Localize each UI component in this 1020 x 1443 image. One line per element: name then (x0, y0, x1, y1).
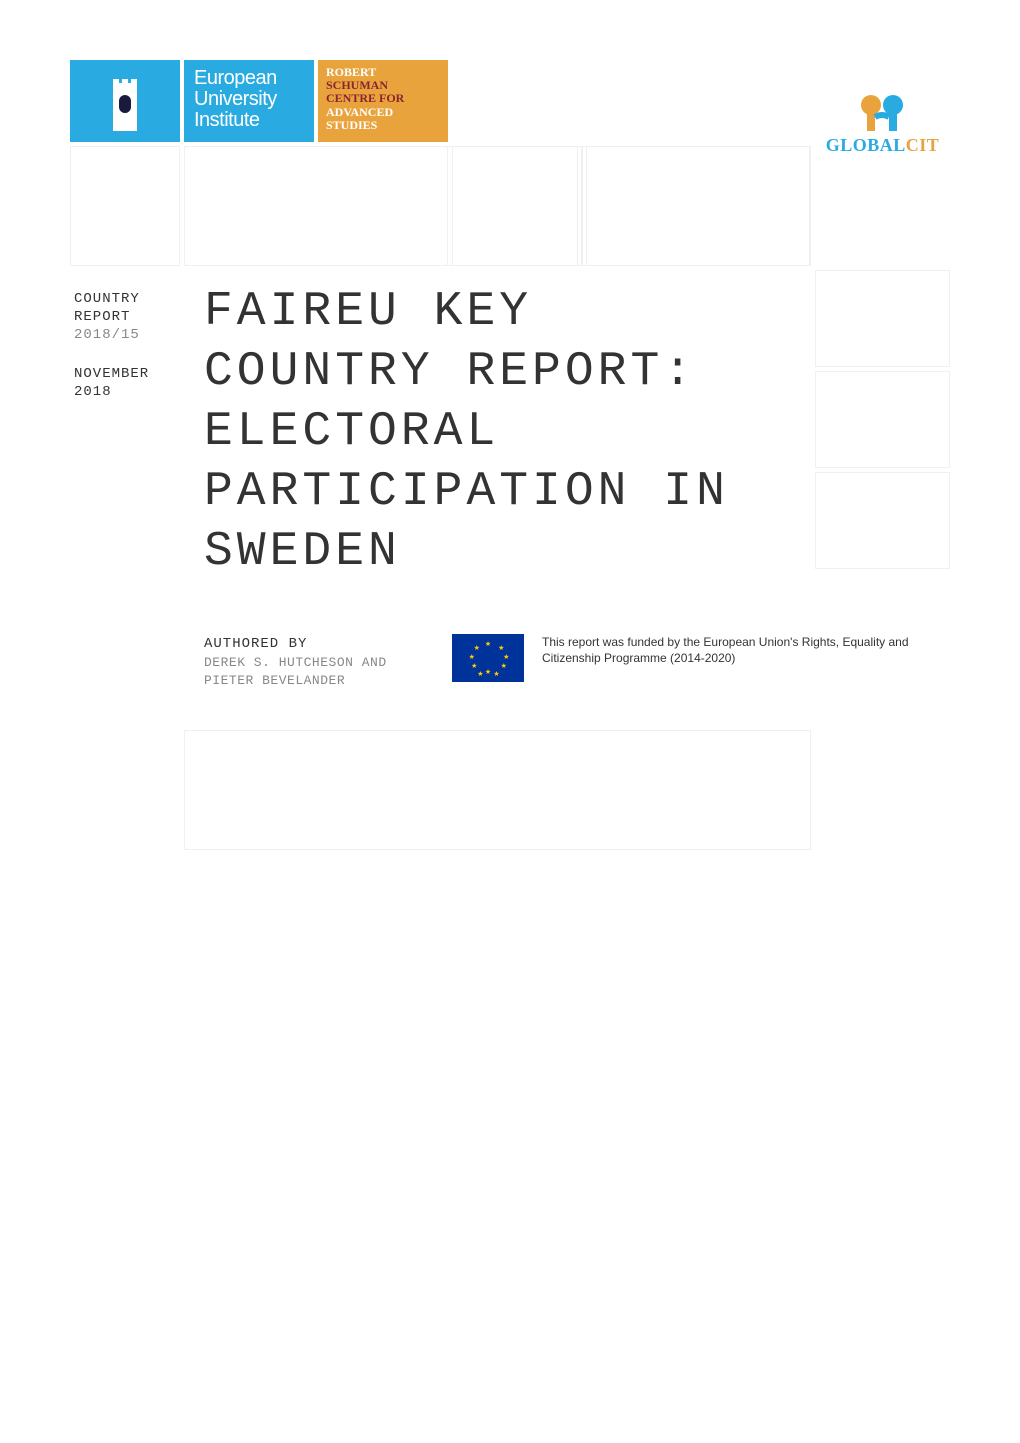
schuman-line-5: STUDIES (326, 119, 440, 132)
eu-flag-icon: ★ ★ ★ ★ ★ ★ ★ ★ ★ ★ (452, 634, 524, 682)
spacer (70, 616, 180, 726)
grid-cell (815, 472, 950, 569)
header-logos-row: European University Institute ROBERT SCH… (70, 60, 950, 142)
eui-tower-logo (70, 60, 180, 142)
grid-cell (70, 146, 180, 266)
title-line-4: PARTICIPATION IN (204, 462, 811, 522)
globalcit-icon (853, 85, 913, 135)
authored-by-label: AUTHORED BY (204, 636, 448, 652)
title-line-2: COUNTRY REPORT: (204, 342, 811, 402)
title-block: FAIREU KEY COUNTRY REPORT: ELECTORAL PAR… (184, 270, 811, 612)
grid-cell (70, 730, 180, 850)
header-spacer (452, 60, 811, 142)
title-line-3: ELECTORAL (204, 402, 811, 462)
page-content: European University Institute ROBERT SCH… (70, 60, 950, 1383)
grid-cell (815, 371, 950, 468)
eui-line-1: European (194, 68, 304, 89)
report-date-line1: NOVEMBER (74, 365, 180, 383)
grid-cell (815, 730, 950, 850)
main-title-section: COUNTRY REPORT 2018/15 NOVEMBER 2018 FAI… (70, 270, 950, 612)
globalcit-logo: GLOBALCIT (815, 60, 950, 160)
funding-block: ★ ★ ★ ★ ★ ★ ★ ★ ★ ★ This report was fund… (452, 616, 950, 726)
bottom-grid-row (70, 730, 950, 850)
right-cells-stack (815, 270, 950, 612)
eui-line-3: Institute (194, 110, 304, 131)
sidebar-metadata: COUNTRY REPORT 2018/15 NOVEMBER 2018 (70, 270, 180, 612)
author-names-line2: PIETER BEVELANDER (204, 672, 448, 690)
authors-funding-row: AUTHORED BY DEREK S. HUTCHESON AND PIETE… (70, 616, 950, 726)
eui-text-logo: European University Institute (184, 60, 314, 142)
grid-cell (582, 146, 810, 266)
grid-cell (184, 730, 811, 850)
funding-statement: This report was funded by the European U… (542, 634, 950, 666)
report-type-line1: COUNTRY (74, 290, 180, 308)
tower-icon (105, 71, 145, 131)
title-line-1: FAIREU KEY (204, 282, 811, 342)
report-type-line2: REPORT (74, 308, 180, 326)
report-date-line2: 2018 (74, 383, 180, 401)
title-line-5: SWEDEN (204, 522, 811, 582)
schuman-line-3: CENTRE FOR (326, 92, 440, 105)
schuman-line-4: ADVANCED (326, 106, 440, 119)
report-code: 2018/15 (74, 326, 180, 344)
grid-cell (815, 270, 950, 367)
grid-cell (184, 146, 578, 266)
schuman-logo: ROBERT SCHUMAN CENTRE FOR ADVANCED STUDI… (318, 60, 448, 142)
grid-row-2 (70, 146, 810, 266)
author-names-line1: DEREK S. HUTCHESON AND (204, 654, 448, 672)
authors-block: AUTHORED BY DEREK S. HUTCHESON AND PIETE… (184, 616, 448, 726)
eu-stars: ★ ★ ★ ★ ★ ★ ★ ★ ★ ★ (470, 640, 506, 676)
eui-line-2: University (194, 89, 304, 110)
